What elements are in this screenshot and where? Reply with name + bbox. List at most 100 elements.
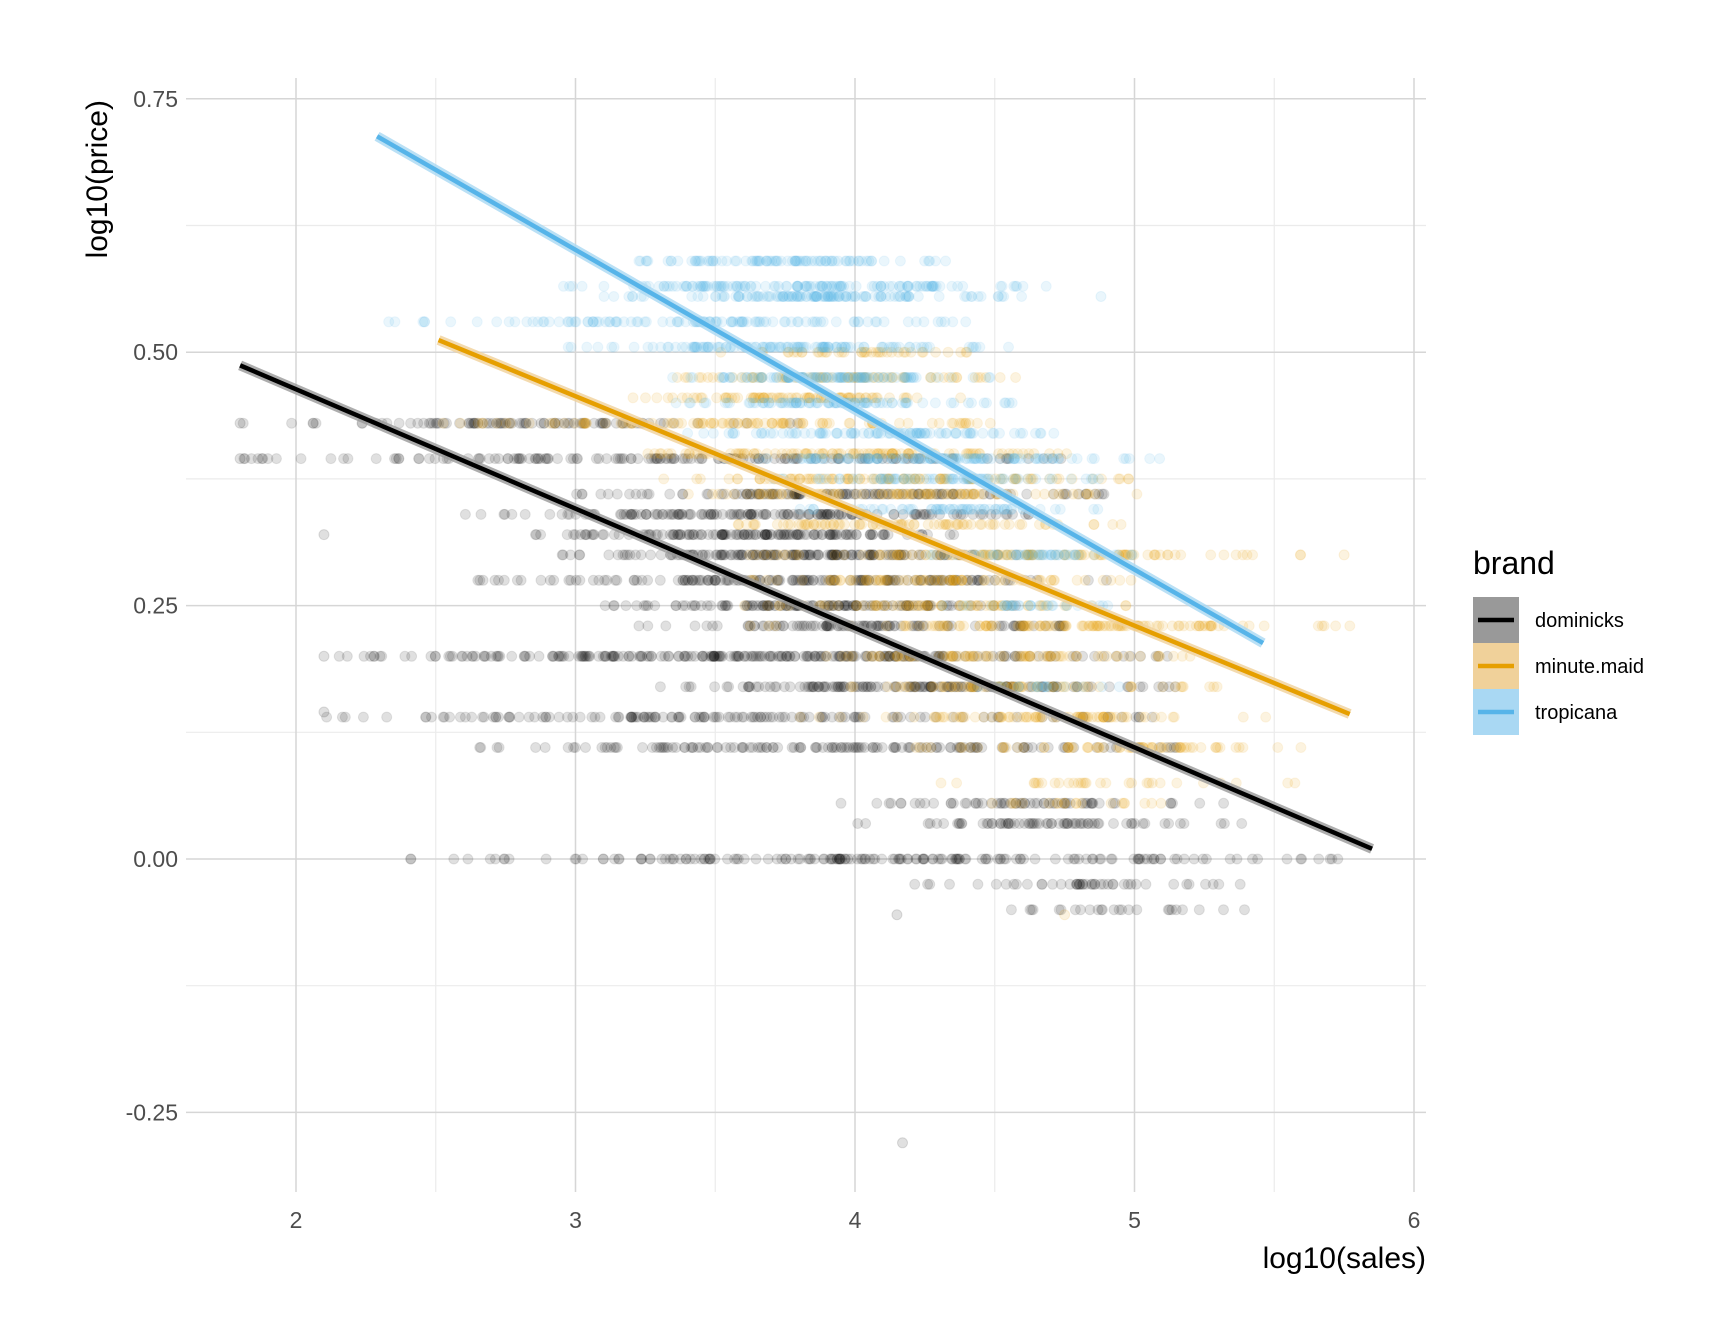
data-point [654,453,666,465]
data-point [1120,600,1132,612]
data-point [1296,853,1308,865]
data-point [901,280,913,292]
data-point [716,529,728,541]
data-point [960,681,972,693]
data-point [593,574,605,586]
data-point [600,417,612,429]
data-point [470,417,481,429]
data-point [978,397,990,409]
data-point [1098,711,1109,723]
data-point [393,453,405,465]
legend-label-dominicks: dominicks [1535,610,1624,632]
data-point [894,291,906,302]
data-point [500,417,512,429]
data-point [788,508,800,520]
data-point [757,549,769,561]
data-point [686,574,698,586]
data-point [256,453,268,465]
data-point [1218,549,1230,561]
data-point [1105,574,1117,586]
data-point [972,574,984,586]
data-point [1049,777,1061,789]
data-point [431,417,443,429]
data-point [796,620,808,632]
data-point [1024,600,1036,612]
data-point [977,427,989,439]
data-point [672,529,684,541]
data-point [930,255,941,267]
data-point [814,255,826,267]
data-point [716,549,728,561]
scatter-points [234,255,1356,1149]
data-point [675,529,686,541]
data-point [877,529,889,541]
data-point [491,742,503,753]
data-point [1218,818,1230,829]
data-point [814,574,826,586]
data-point [1141,853,1153,865]
data-point [931,818,943,829]
data-point [455,417,466,429]
data-point [863,574,875,586]
data-point [864,529,876,541]
data-point [831,549,843,561]
data-point [747,600,759,612]
data-point [840,549,852,561]
data-point [747,650,759,662]
data-point [837,488,849,500]
grid [186,78,1426,1192]
data-point [544,574,556,586]
data-point [775,508,787,520]
data-point [475,742,487,753]
data-point [907,600,919,612]
data-point [885,488,897,500]
data-point [962,397,974,409]
data-point [825,600,837,612]
data-point [535,453,546,465]
data-point [672,508,684,520]
data-point [603,316,615,328]
data-point [933,574,944,586]
data-point [721,600,733,612]
data-point [1000,397,1012,409]
data-point [899,549,910,561]
data-point [670,742,682,753]
data-point [598,280,610,292]
data-point [907,453,919,465]
data-point [389,453,400,465]
data-point [760,549,772,561]
data-point [781,508,793,520]
data-point [902,397,913,409]
data-point [662,255,674,267]
data-point [1003,519,1015,530]
data-point [538,316,550,328]
data-point [925,600,937,612]
data-point [748,508,760,520]
data-point [470,650,482,662]
data-point [709,681,721,693]
data-point [909,508,921,520]
data-point [760,508,772,520]
data-point [952,574,964,586]
data-point [789,453,801,465]
data-point [867,600,879,612]
data-point [785,316,797,328]
data-point [817,316,829,328]
data-point [760,488,772,500]
data-point [860,600,872,612]
data-point [770,372,782,383]
data-point [252,453,264,465]
data-point [562,341,574,353]
data-point [954,620,966,632]
data-point [829,529,840,541]
data-point [540,453,552,465]
data-point [781,529,793,541]
data-point [318,650,330,662]
data-point [802,549,814,561]
data-point [654,448,666,460]
data-point [825,549,837,561]
data-point [588,417,600,429]
data-point [868,549,880,561]
data-point [662,417,674,429]
data-point [1010,473,1022,485]
